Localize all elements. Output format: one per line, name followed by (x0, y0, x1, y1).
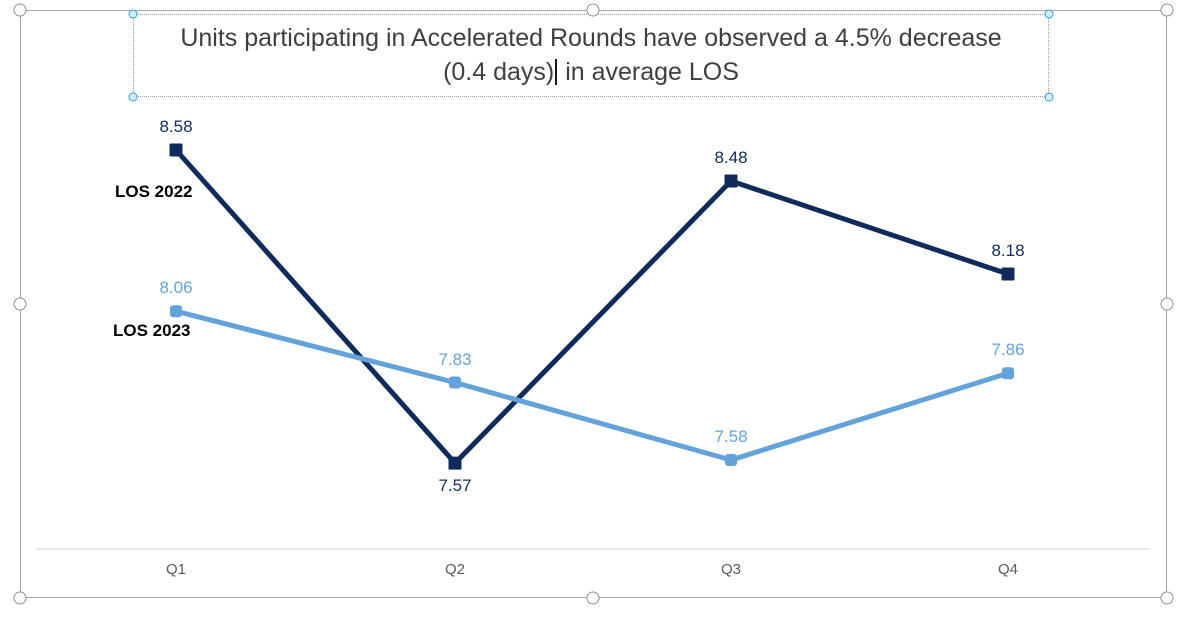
data-label-q2-los-2022[interactable]: 7.57 (438, 476, 472, 496)
data-label-q3-los-2023[interactable]: 7.58 (714, 427, 748, 446)
chart-resize-handle-middle-right[interactable] (1160, 297, 1174, 311)
data-label-q4-los-2023[interactable]: 7.86 (991, 340, 1025, 360)
marker-q3-los-2022[interactable] (724, 174, 738, 188)
x-axis-label-q4[interactable]: Q4 (997, 561, 1019, 578)
data-label-q4-los-2022[interactable]: 8.18 (991, 241, 1025, 260)
marker-q3-los-2023[interactable] (725, 454, 737, 466)
title-handle-bottom-right[interactable] (1044, 92, 1054, 102)
marker-q1-los-2023[interactable] (170, 305, 182, 318)
x-axis-label-q2[interactable]: Q2 (444, 561, 466, 578)
chart-resize-handle-top-left[interactable] (13, 3, 27, 17)
chart-title-line1: Units participating in Accelerated Round… (180, 24, 1002, 52)
chart-title-line2-before: (0.4 days) (443, 58, 555, 86)
title-handle-top-left[interactable] (128, 9, 138, 19)
chart-title-box[interactable]: Units participating in Accelerated Round… (133, 14, 1049, 97)
x-axis-label-q1[interactable]: Q1 (165, 561, 187, 578)
data-label-q1-los-2022[interactable]: 8.58 (159, 117, 193, 136)
data-label-q2-los-2023[interactable]: 7.83 (438, 349, 472, 369)
series-label-los-2022[interactable]: LOS 2022 (115, 182, 193, 201)
data-label-q3-los-2022[interactable]: 8.48 (714, 148, 748, 167)
marker-q2-los-2022[interactable] (448, 456, 462, 470)
chart-title-line2-after: in average LOS (558, 58, 739, 86)
series-line-los-2022[interactable] (173, 147, 1011, 466)
series-label-los-2023[interactable]: LOS 2023 (113, 321, 191, 340)
title-handle-bottom-left[interactable] (128, 92, 138, 102)
series-line-los-2023[interactable] (173, 308, 1011, 463)
text-cursor (555, 59, 558, 85)
chart-resize-handle-bottom-left[interactable] (13, 591, 27, 605)
x-axis-label-q3[interactable]: Q3 (720, 561, 742, 578)
title-handle-top-right[interactable] (1044, 9, 1054, 19)
chart-title-line2: (0.4 days) in average LOS (134, 55, 1048, 89)
chart-resize-handle-top-center[interactable] (586, 3, 600, 17)
marker-q1-los-2022[interactable] (169, 143, 183, 157)
chart-resize-handle-bottom-right[interactable] (1160, 591, 1174, 605)
data-label-q1-los-2023[interactable]: 8.06 (159, 278, 193, 298)
chart-resize-handle-middle-left[interactable] (13, 297, 27, 311)
marker-q2-los-2023[interactable] (449, 376, 461, 389)
marker-q4-los-2023[interactable] (1002, 367, 1014, 380)
chart-resize-handle-bottom-center[interactable] (586, 591, 600, 605)
chart-resize-handle-top-right[interactable] (1160, 3, 1174, 17)
marker-q4-los-2022[interactable] (1001, 267, 1015, 281)
